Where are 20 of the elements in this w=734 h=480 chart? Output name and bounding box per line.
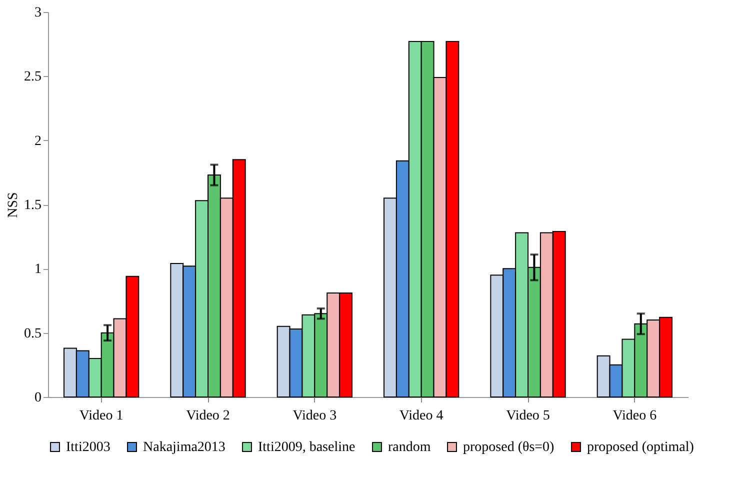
x-tick-label: Video 2 <box>186 408 230 424</box>
legend-label: Nakajima2013 <box>143 440 226 455</box>
legend-label: Itti2009, baseline <box>258 440 356 455</box>
legend-label: proposed (θs=0) <box>463 440 555 455</box>
y-axis-title: NSS <box>6 192 21 218</box>
y-tick-label: 3 <box>34 6 42 20</box>
x-tick-label: Video 1 <box>79 408 124 424</box>
y-tick-label: 0.5 <box>24 326 42 342</box>
legend-label: proposed (optimal) <box>587 440 694 455</box>
x-tick-label: Video 4 <box>399 408 444 424</box>
y-tick-label: 2.5 <box>24 70 42 85</box>
y-tick-label: 1.5 <box>24 198 42 213</box>
y-tick-label: 1 <box>34 262 42 278</box>
x-tick-label: Video 5 <box>506 408 550 424</box>
legend-label: random <box>388 440 431 455</box>
y-tick-label: 0 <box>34 390 42 406</box>
x-tick-label: Video 6 <box>612 408 657 424</box>
x-tick-label: Video 3 <box>292 408 337 424</box>
y-tick-label: 2 <box>34 134 42 149</box>
legend-label: Itti2003 <box>66 440 110 455</box>
